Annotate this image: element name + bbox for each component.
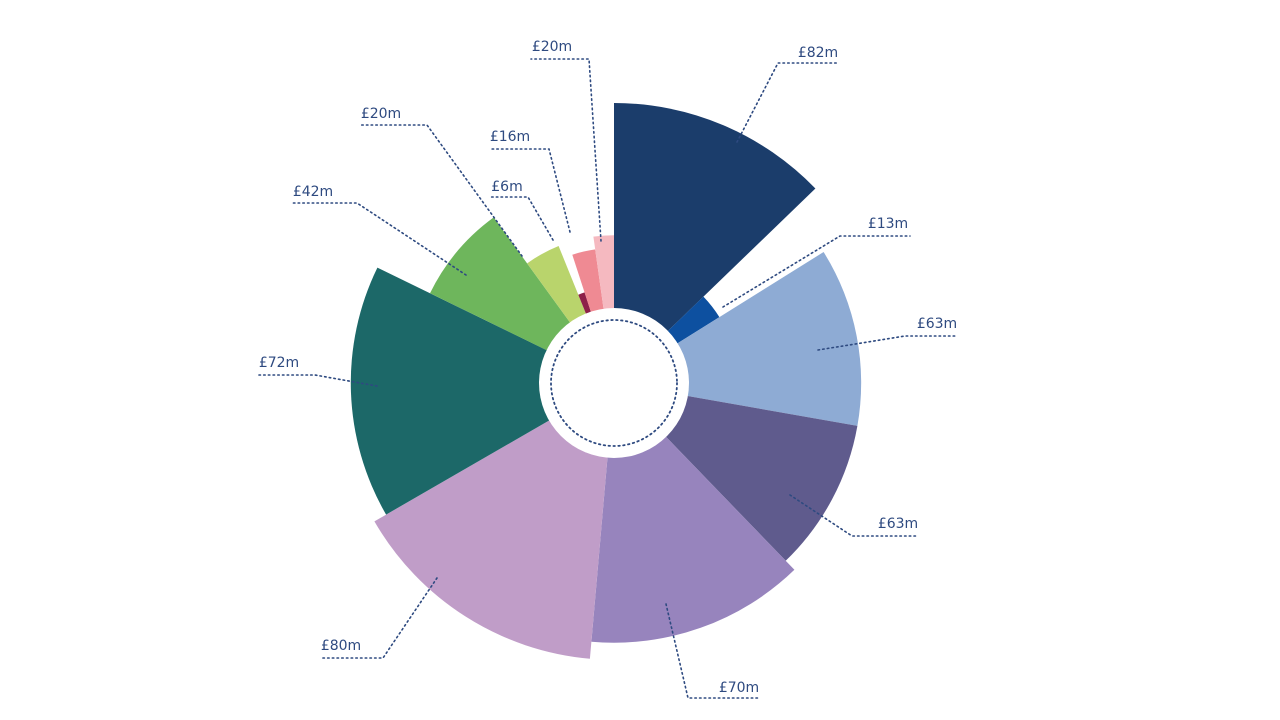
leader-line-10 <box>490 196 554 241</box>
value-label-12: £20m <box>532 39 572 55</box>
value-label-6: £80m <box>321 638 361 654</box>
value-label-4: £63m <box>878 516 918 532</box>
leader-line-12 <box>530 58 602 242</box>
leader-line-3 <box>817 335 958 351</box>
leader-line-1 <box>736 62 839 143</box>
value-label-1: £82m <box>798 45 838 61</box>
leader-line-11 <box>490 148 571 233</box>
value-label-10: £6m <box>491 179 522 195</box>
leader-line-2 <box>722 235 911 308</box>
value-label-5: £70m <box>719 680 759 696</box>
value-label-9: £20m <box>361 106 401 122</box>
value-labels: £82m £13m £63m £63m £70m £80m £72m £42m £20m £6m £… <box>259 39 957 696</box>
label-leaders <box>257 58 958 699</box>
leader-line-7 <box>257 374 378 387</box>
wedge-7 <box>350 267 614 515</box>
wedge-6 <box>374 383 614 659</box>
leader-line-9 <box>360 124 523 257</box>
leader-line-8 <box>292 202 467 276</box>
value-label-8: £42m <box>293 184 333 200</box>
leader-line-5 <box>665 603 761 699</box>
value-label-2: £13m <box>868 216 908 232</box>
value-label-7: £72m <box>259 355 299 371</box>
value-label-3: £63m <box>917 316 957 332</box>
value-label-11: £16m <box>490 129 530 145</box>
leader-line-4 <box>789 494 919 537</box>
leader-line-6 <box>319 577 438 659</box>
wedge-1 <box>614 103 816 383</box>
wedge-4 <box>614 383 858 561</box>
center-hole <box>539 308 689 458</box>
center-dotted-ring <box>550 319 678 447</box>
